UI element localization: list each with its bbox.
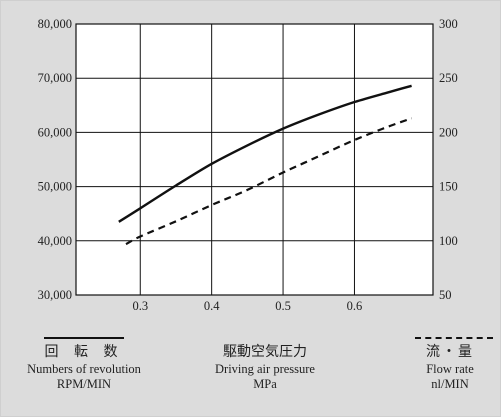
legend-solid-line-sample bbox=[44, 337, 124, 339]
y-left-tick-label: 80,000 bbox=[38, 17, 72, 31]
legend-flow-rate-label: Flow rate bbox=[426, 362, 474, 376]
x-tick-label: 0.6 bbox=[347, 299, 363, 313]
y-right-tick-label: 250 bbox=[439, 71, 458, 85]
revolution-line bbox=[118, 84, 412, 223]
legend-dashed-line-sample bbox=[415, 337, 493, 339]
x-axis-unit: MPa bbox=[253, 377, 277, 391]
legend-revolution-unit: RPM/MIN bbox=[56, 377, 112, 391]
y-right-tick-label: 300 bbox=[439, 17, 458, 31]
x-tick-label: 0.3 bbox=[132, 299, 148, 313]
legend-revolution-label: Numbers of revolution bbox=[27, 362, 141, 376]
y-right-tick-label: 200 bbox=[439, 125, 458, 139]
plot-area bbox=[75, 23, 434, 296]
y-left-tick-label: 50,000 bbox=[38, 180, 72, 194]
legend-flow-rate-jp: 流・量 bbox=[426, 345, 474, 360]
x-tick-label: 0.5 bbox=[275, 299, 291, 313]
legend-flow-rate-unit: nl/MIN bbox=[431, 377, 469, 391]
legend-revolution-jp: 回 転 数 bbox=[44, 345, 124, 360]
y-left-tick-label: 70,000 bbox=[38, 71, 72, 85]
x-axis-label-jp: 駆動空気圧力 bbox=[223, 345, 307, 360]
x-tick-label: 0.4 bbox=[204, 299, 220, 313]
y-right-tick-label: 150 bbox=[439, 180, 458, 194]
y-left-tick-label: 40,000 bbox=[38, 234, 72, 248]
x-axis-label-en: Driving air pressure bbox=[215, 362, 315, 376]
y-right-tick-label: 50 bbox=[439, 288, 452, 302]
y-right-tick-label: 100 bbox=[439, 234, 458, 248]
y-left-tick-label: 30,000 bbox=[38, 288, 72, 302]
legend-revolution: 回 転 数 Numbers of revolution RPM/MIN bbox=[4, 344, 164, 392]
y-left-tick-label: 60,000 bbox=[38, 125, 72, 139]
legend-flow-rate: 流・量 Flow rate nl/MIN bbox=[400, 344, 500, 392]
x-axis-label: 駆動空気圧力 Driving air pressure MPa bbox=[180, 344, 350, 392]
